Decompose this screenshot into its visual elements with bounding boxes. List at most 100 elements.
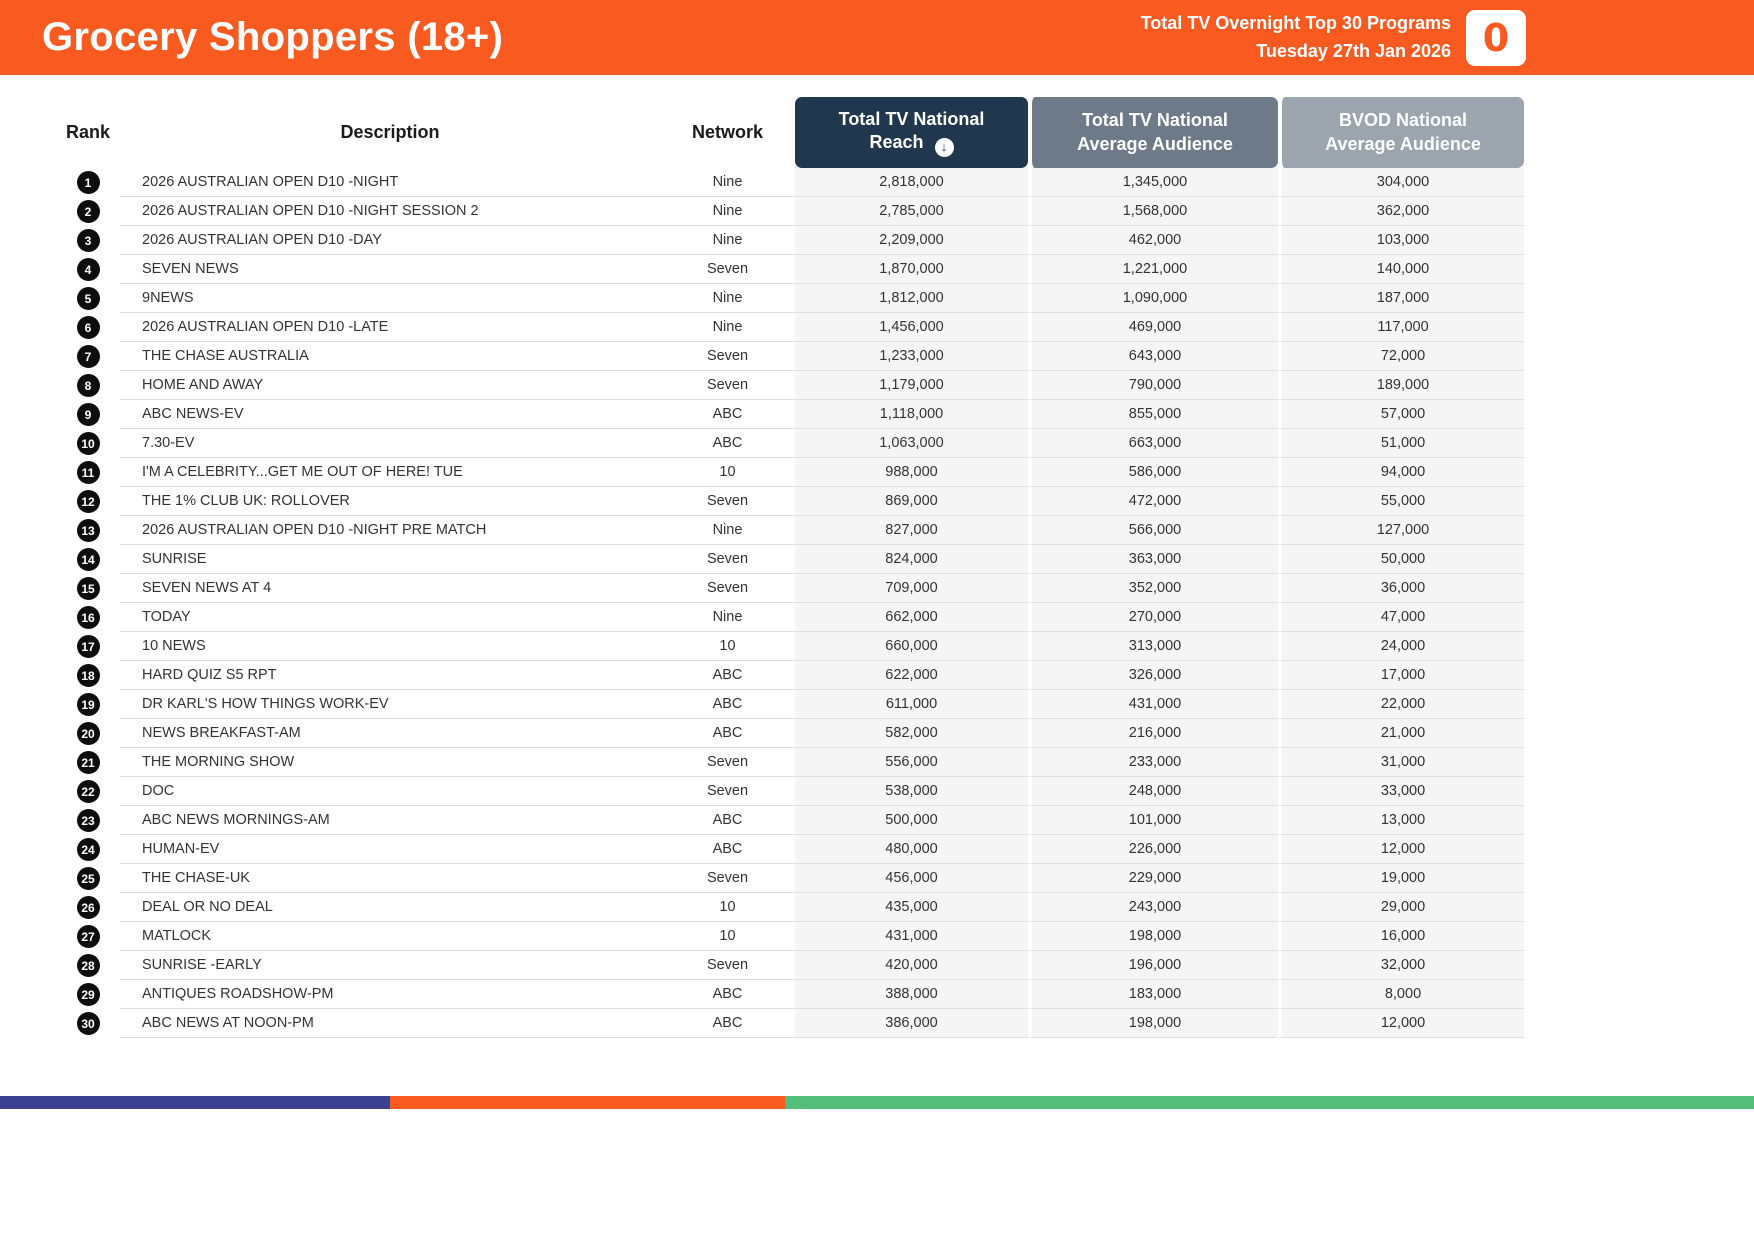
bvod-average-audience-value: 31,000 [1278, 748, 1524, 777]
rank-badge: 18 [76, 664, 100, 687]
sort-desc-icon[interactable]: ↓ [934, 138, 954, 158]
bvod-average-audience-value: 50,000 [1278, 545, 1524, 574]
rank-badge: 8 [76, 374, 100, 397]
table-header: Rank Description Network Total TV Nation… [56, 97, 1524, 168]
network-value: ABC [660, 400, 795, 429]
rank-badge: 21 [76, 751, 100, 774]
rank-badge: 3 [76, 229, 100, 252]
table-row: 30 ABC NEWS AT NOON-PM ABC 386,000 198,000 12… [56, 1009, 1524, 1038]
table-row: 28 SUNRISE -EARLY Seven 420,000 196,000 32,00… [56, 951, 1524, 980]
bvod-average-audience-value: 16,000 [1278, 922, 1524, 951]
rank-cell: 9 [56, 400, 120, 429]
rank-badge: 15 [76, 577, 100, 600]
report-body: Rank Description Network Total TV Nation… [0, 75, 1754, 1038]
bvod-average-audience-value: 22,000 [1278, 690, 1524, 719]
average-audience-value: 855,000 [1028, 400, 1278, 429]
network-value: Seven [660, 371, 795, 400]
program-description: I'M A CELEBRITY...GET ME OUT OF HERE! TU… [120, 458, 660, 487]
column-header-average-audience: Total TV National Average Audience [1028, 97, 1278, 168]
bvod-average-audience-value: 94,000 [1278, 458, 1524, 487]
network-value: ABC [660, 690, 795, 719]
reach-value: 1,063,000 [795, 429, 1028, 458]
rank-cell: 11 [56, 458, 120, 487]
average-audience-value: 226,000 [1028, 835, 1278, 864]
bvod-average-audience-value: 33,000 [1278, 777, 1524, 806]
column-header-reach[interactable]: Total TV National Reach ↓ [795, 97, 1028, 168]
network-value: ABC [660, 980, 795, 1009]
average-audience-value: 243,000 [1028, 893, 1278, 922]
reach-value: 456,000 [795, 864, 1028, 893]
table-row: 4 SEVEN NEWS Seven 1,870,000 1,221,000 140,00… [56, 255, 1524, 284]
rank-badge: 12 [76, 490, 100, 513]
rank-cell: 15 [56, 574, 120, 603]
table-row: 26 DEAL OR NO DEAL 10 435,000 243,000 29,000 [56, 893, 1524, 922]
average-audience-value: 352,000 [1028, 574, 1278, 603]
bvod-average-audience-value: 304,000 [1278, 168, 1524, 197]
network-value: ABC [660, 1009, 795, 1038]
network-value: Seven [660, 487, 795, 516]
oztam-logo-glyph: 0 [1482, 15, 1510, 60]
program-description: 2026 AUSTRALIAN OPEN D10 -NIGHT PRE MATC… [120, 516, 660, 545]
table-row: 12 THE 1% CLUB UK: ROLLOVER Seven 869,000 47… [56, 487, 1524, 516]
program-description: 2026 AUSTRALIAN OPEN D10 -NIGHT SESSION … [120, 197, 660, 226]
network-value: Seven [660, 777, 795, 806]
rank-cell: 21 [56, 748, 120, 777]
bvod-average-audience-value: 12,000 [1278, 1009, 1524, 1038]
reach-value: 709,000 [795, 574, 1028, 603]
table-row: 27 MATLOCK 10 431,000 198,000 16,000 [56, 922, 1524, 951]
average-audience-value: 472,000 [1028, 487, 1278, 516]
network-value: 10 [660, 458, 795, 487]
reach-value: 1,179,000 [795, 371, 1028, 400]
reach-value: 420,000 [795, 951, 1028, 980]
rank-cell: 23 [56, 806, 120, 835]
rank-cell: 28 [56, 951, 120, 980]
rank-badge: 20 [76, 722, 100, 745]
table-row: 9 ABC NEWS-EV ABC 1,118,000 855,000 57,000 [56, 400, 1524, 429]
reach-value: 556,000 [795, 748, 1028, 777]
rank-cell: 10 [56, 429, 120, 458]
network-value: Nine [660, 197, 795, 226]
rank-badge: 9 [76, 403, 100, 426]
reach-value: 869,000 [795, 487, 1028, 516]
network-value: ABC [660, 835, 795, 864]
table-row: 2 2026 AUSTRALIAN OPEN D10 -NIGHT SESSION… [56, 197, 1524, 226]
rank-cell: 1 [56, 168, 120, 197]
bvod-average-audience-value: 17,000 [1278, 661, 1524, 690]
bvod-average-audience-value: 140,000 [1278, 255, 1524, 284]
table-row: 10 7.30-EV ABC 1,063,000 663,000 51,000 [56, 429, 1524, 458]
table-row: 13 2026 AUSTRALIAN OPEN D10 -NIGHT PRE MA… [56, 516, 1524, 545]
table-row: 22 DOC Seven 538,000 248,000 33,000 [56, 777, 1524, 806]
rank-cell: 22 [56, 777, 120, 806]
average-audience-value: 1,568,000 [1028, 197, 1278, 226]
table-row: 15 SEVEN NEWS AT 4 Seven 709,000 352,000 36,0… [56, 574, 1524, 603]
table-row: 29 ANTIQUES ROADSHOW-PM ABC 388,000 183,000 8… [56, 980, 1524, 1009]
reach-value: 1,118,000 [795, 400, 1028, 429]
network-value: Nine [660, 313, 795, 342]
rank-badge: 13 [76, 519, 100, 542]
rank-badge: 27 [76, 925, 100, 948]
reach-value: 435,000 [795, 893, 1028, 922]
average-audience-value: 270,000 [1028, 603, 1278, 632]
rank-badge: 5 [76, 287, 100, 310]
network-value: Seven [660, 255, 795, 284]
report-subtitle: Total TV Overnight Top 30 Programs Tuesd… [1141, 10, 1451, 66]
column-header-reach-label: Total TV National Reach [838, 108, 985, 153]
table-row: 11 I'M A CELEBRITY...GET ME OUT OF HERE! … [56, 458, 1524, 487]
reach-value: 2,209,000 [795, 226, 1028, 255]
table-row: 8 HOME AND AWAY Seven 1,179,000 790,000 189,0… [56, 371, 1524, 400]
rank-cell: 25 [56, 864, 120, 893]
average-audience-value: 663,000 [1028, 429, 1278, 458]
network-value: ABC [660, 429, 795, 458]
program-description: ABC NEWS MORNINGS-AM [120, 806, 660, 835]
header-right-group: Total TV Overnight Top 30 Programs Tuesd… [1141, 9, 1526, 66]
rank-cell: 18 [56, 661, 120, 690]
program-description: SUNRISE [120, 545, 660, 574]
rank-cell: 30 [56, 1009, 120, 1038]
bvod-average-audience-value: 19,000 [1278, 864, 1524, 893]
reach-value: 480,000 [795, 835, 1028, 864]
average-audience-value: 183,000 [1028, 980, 1278, 1009]
network-value: Nine [660, 284, 795, 313]
rank-badge: 30 [76, 1012, 100, 1035]
network-value: ABC [660, 806, 795, 835]
program-description: THE CHASE-UK [120, 864, 660, 893]
